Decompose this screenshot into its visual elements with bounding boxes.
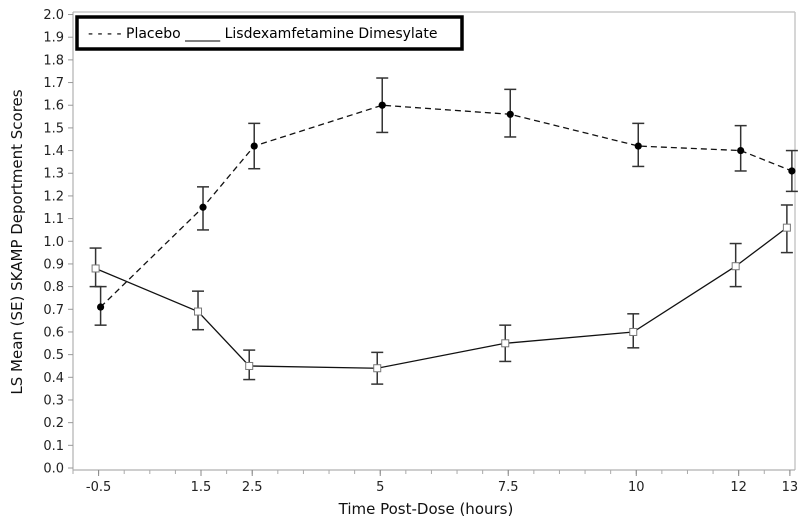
x-tick-label: 7.5	[498, 480, 519, 495]
data-point	[91, 264, 100, 273]
x-tick-label: 13	[782, 480, 799, 495]
y-tick-label: 1.8	[43, 53, 64, 68]
y-tick-label: 2.0	[43, 8, 64, 23]
series-lisdexamfetamine	[89, 204, 793, 385]
data-point	[788, 167, 796, 175]
data-point	[250, 142, 258, 150]
y-tick-label: 1.3	[43, 167, 64, 182]
data-point	[199, 203, 207, 211]
y-tick-label: 1.4	[43, 144, 64, 159]
y-tick-label: 1.0	[43, 235, 64, 250]
series-layer	[89, 77, 798, 385]
data-point	[731, 262, 740, 271]
x-tick-label: -0.5	[86, 480, 111, 495]
series-line	[100, 104, 793, 308]
legend-box	[75, 15, 464, 51]
y-tick-label: 1.6	[43, 99, 64, 114]
data-point	[629, 327, 638, 336]
data-point	[373, 364, 382, 373]
data-point	[501, 339, 510, 348]
x-tick-label: 5	[376, 480, 384, 495]
y-axis: 0.0 0.1 0.2 0.3 0.4 0.5 0.6 0.7 0.8 0.9 1.0 1.1 1.2 1…	[43, 8, 73, 477]
x-axis: -0.5 1.5 2.5 5 7.5 10 12 13	[72, 470, 799, 495]
legend-text: - - - - Placebo _____ Lisdexamfetamine D…	[88, 26, 437, 42]
plot-frame	[72, 11, 796, 471]
y-tick-label: 0.5	[43, 348, 64, 363]
y-tick-label: 0.3	[43, 393, 64, 408]
data-point	[506, 110, 514, 118]
data-point	[194, 307, 203, 316]
y-tick-label: 0.9	[43, 257, 64, 272]
y-tick-label: 0.0	[43, 462, 64, 477]
y-tick-label: 1.2	[43, 189, 64, 204]
y-tick-label: 0.1	[43, 439, 64, 454]
x-tick-label: 2.5	[242, 480, 263, 495]
data-point	[378, 101, 386, 109]
x-tick-label: 10	[628, 480, 645, 495]
y-tick-label: 0.8	[43, 280, 64, 295]
data-point	[245, 361, 254, 370]
data-point	[737, 146, 745, 155]
y-tick-label: 0.7	[43, 303, 64, 318]
y-tick-label: 1.9	[43, 31, 64, 46]
data-point	[97, 303, 105, 311]
data-point	[782, 223, 791, 232]
x-tick-label: 12	[730, 480, 747, 495]
y-tick-label: 1.7	[43, 76, 64, 91]
series-line	[95, 227, 788, 369]
y-tick-label: 0.4	[43, 371, 64, 386]
y-tick-label: 1.1	[43, 212, 64, 227]
x-tick-label: 1.5	[191, 480, 212, 495]
legend: - - - - Placebo _____ Lisdexamfetamine D…	[75, 15, 464, 51]
y-tick-label: 1.5	[43, 121, 64, 136]
data-point	[634, 142, 642, 150]
series-placebo	[94, 77, 798, 326]
y-axis-title: LS Mean (SE) SKAMP Deportment Scores	[8, 89, 26, 394]
y-tick-label: 0.2	[43, 416, 64, 431]
x-axis-title: Time Post-Dose (hours)	[338, 500, 514, 518]
y-tick-label: 0.6	[43, 325, 64, 340]
